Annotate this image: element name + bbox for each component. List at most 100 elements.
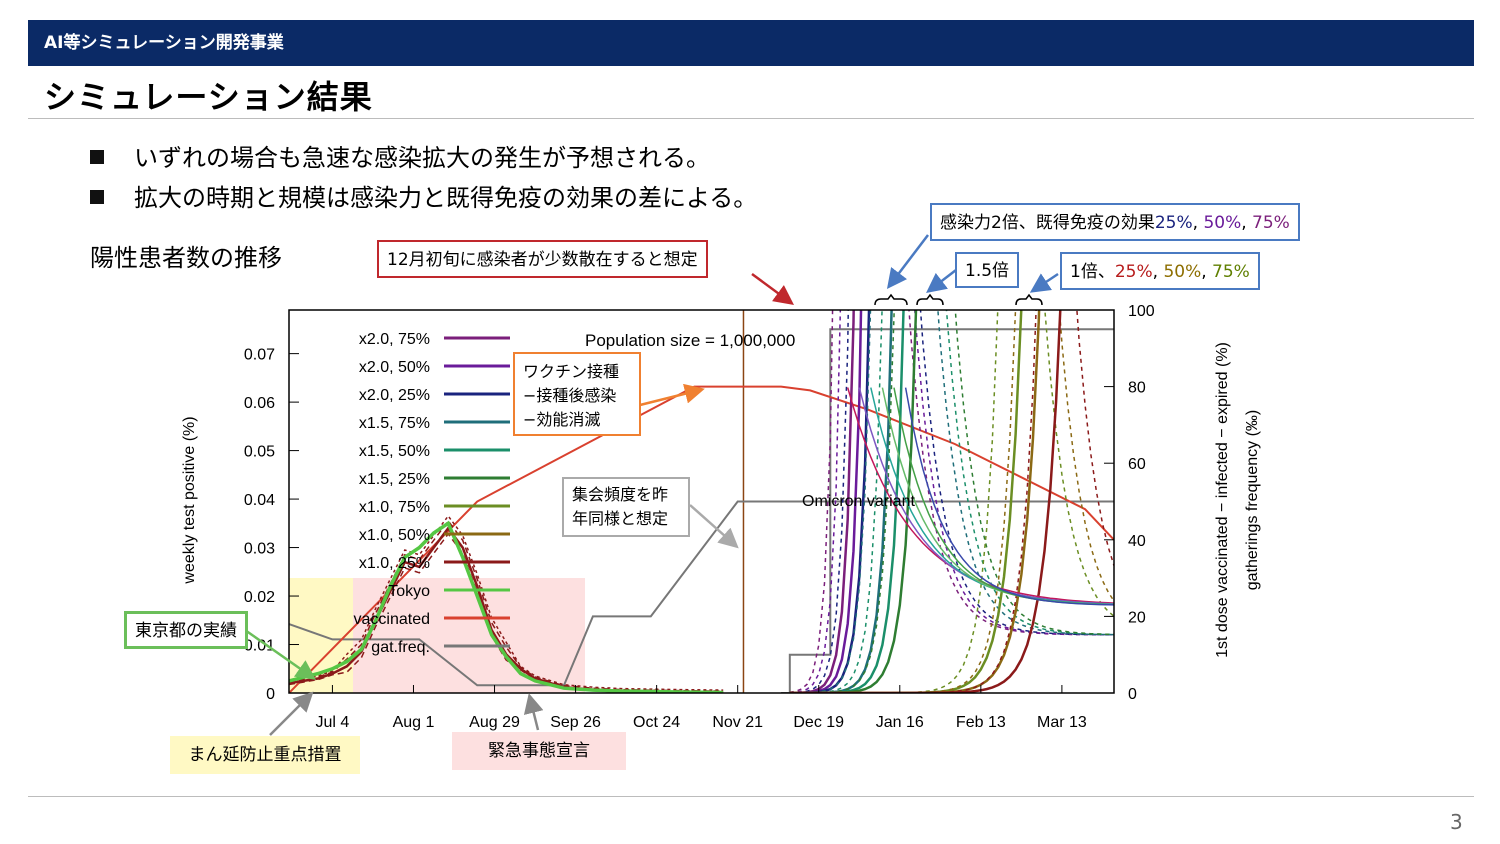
x-tick-label: Aug 29 [469, 714, 520, 731]
omicron-wave-solid [789, 310, 893, 693]
x-tick-label: Dec 19 [793, 714, 844, 731]
legend-label: x1.0, 75% [359, 499, 430, 516]
omicron-wave-dashed [789, 310, 1114, 693]
x1-note-prefix: 1倍、 [1070, 262, 1115, 282]
x1-pct-25: 25% [1114, 262, 1153, 282]
x2-pct-50: 50% [1203, 213, 1242, 233]
x-tick-label: Jan 16 [876, 714, 924, 731]
arrow-initial [751, 272, 795, 305]
omicron-wave-solid [789, 310, 855, 693]
x2-note-prefix: 感染力2倍、既得免疫の効果 [940, 213, 1155, 233]
page-number: 3 [1450, 810, 1463, 834]
tokyo-actual-note: 東京都の実績 [124, 611, 248, 649]
arrow-vaccine [639, 383, 705, 407]
emergency-period-band [353, 578, 585, 693]
gat-freq-step-line [781, 328, 1114, 693]
y2-axis-label: 1st dose vaccinated − infected − expired… [1214, 342, 1231, 658]
vaccinated-line [289, 385, 1114, 693]
x1-pct-75: 75% [1212, 262, 1250, 282]
brace-x2-icon [874, 293, 908, 306]
legend-label: x2.0, 25% [359, 387, 430, 404]
omicron-tail-line [881, 387, 1114, 606]
y2-axis-label: gatherings frequency (‰) [1244, 410, 1261, 591]
sep: , [1192, 213, 1204, 233]
sep: , [1201, 262, 1213, 282]
y-tick-label: 0 [266, 686, 275, 703]
brace-x1-icon [1015, 293, 1043, 306]
x-tick-label: Aug 1 [393, 714, 435, 731]
legend-label: x1.5, 50% [359, 443, 430, 460]
initial-infection-note: 12月初旬に感染者が少数散在すると想定 [377, 240, 708, 278]
manen-label: まん延防止重点措置 [170, 736, 360, 774]
arrow-x2 [886, 234, 929, 289]
x2-note: 感染力2倍、既得免疫の効果25%, 50%, 75% [930, 203, 1300, 241]
omicron-tail-line [904, 387, 1114, 606]
x-tick-label: Feb 13 [956, 714, 1006, 731]
x-tick-label: Nov 21 [712, 714, 763, 731]
omicron-wave-solid [789, 310, 863, 693]
y-tick-label: 0.05 [244, 444, 275, 461]
x1-note: 1倍、25%, 50%, 75% [1060, 252, 1260, 290]
y-tick-label: 0.03 [244, 541, 275, 558]
chart-subtitle: 陽性患者数の推移 [90, 244, 282, 272]
section-header: AI等シミュレーション開発事業 [28, 20, 1474, 66]
y-tick-label: 0.04 [244, 492, 275, 509]
x-tick-label: Jul 4 [316, 714, 350, 731]
header-label: AI等シミュレーション開発事業 [44, 33, 284, 53]
legend-label: Tokyo [388, 583, 430, 600]
vaccine-note: ワクチン接種 −接種後感染 −効能消滅 [513, 352, 641, 436]
y-tick-label: 0.07 [244, 347, 275, 364]
sep: , [1152, 262, 1164, 282]
gathering-line-2: 年同様と想定 [572, 509, 669, 528]
y-axis-label: weekly test positive (%) [181, 416, 198, 584]
legend-label: vaccinated [354, 611, 431, 628]
x1-pct-50: 50% [1163, 262, 1202, 282]
legend-label: x1.0, 25% [359, 555, 430, 572]
y2-tick-label: 40 [1128, 533, 1146, 550]
y2-tick-label: 20 [1128, 609, 1146, 626]
y-tick-label: 0.02 [244, 589, 275, 606]
legend-label: x1.5, 25% [359, 471, 430, 488]
arrow-tokyo [244, 628, 317, 680]
gathering-line-1: 集会頻度を昨 [572, 485, 669, 504]
x15-note: 1.5倍 [955, 252, 1020, 288]
arrow-x1 [1029, 272, 1059, 293]
x2-pct-25: 25% [1154, 213, 1193, 233]
arrow-x15 [926, 269, 957, 294]
sep: , [1241, 213, 1253, 233]
omicron-wave-dashed [789, 310, 1114, 693]
vaccine-line-1: ワクチン接種 [523, 362, 620, 381]
page-title: シミュレーション結果 [44, 78, 373, 116]
gat-freq-line [289, 500, 1114, 687]
emergency-label: 緊急事態宣言 [452, 732, 626, 770]
x-tick-label: Oct 24 [633, 714, 680, 731]
vaccine-line-3: −効能消滅 [523, 410, 601, 429]
legend-label: gat.freq. [371, 639, 430, 656]
legend-label: x2.0, 50% [359, 359, 430, 376]
title-divider [28, 118, 1474, 119]
bullet-square-icon [90, 150, 104, 164]
legend-label: x1.0, 50% [359, 527, 430, 544]
sim-wave1-dashed [289, 514, 724, 691]
omicron-wave-dashed [789, 310, 1114, 693]
bullet-square-icon [90, 190, 104, 204]
arrow-manen [269, 691, 314, 736]
vaccine-line-2: −接種後感染 [523, 386, 617, 405]
y2-tick-label: 100 [1128, 303, 1155, 320]
population-label: Population size = 1,000,000 [585, 331, 795, 350]
x-tick-label: Sep 26 [550, 714, 601, 731]
arrow-gathering [689, 504, 739, 549]
tokyo-line [289, 520, 724, 693]
y2-tick-label: 80 [1128, 380, 1146, 397]
y-tick-label: 0.01 [244, 638, 275, 655]
bullet-item: いずれの場合も急速な感染拡大の発生が予想される。 [90, 138, 710, 173]
y-tick-label: 0.06 [244, 395, 275, 412]
brace-x15-icon [916, 293, 944, 306]
arrow-emergency [523, 693, 544, 731]
bullet-item: 拡大の時期と規模は感染力と既得免疫の効果の差による。 [90, 178, 757, 213]
bullet-text: 拡大の時期と規模は感染力と既得免疫の効果の差による。 [134, 184, 758, 212]
footer-divider [28, 796, 1474, 797]
sim-wave1-dashed [289, 532, 724, 693]
omicron-label: Omicron variant [802, 493, 915, 510]
